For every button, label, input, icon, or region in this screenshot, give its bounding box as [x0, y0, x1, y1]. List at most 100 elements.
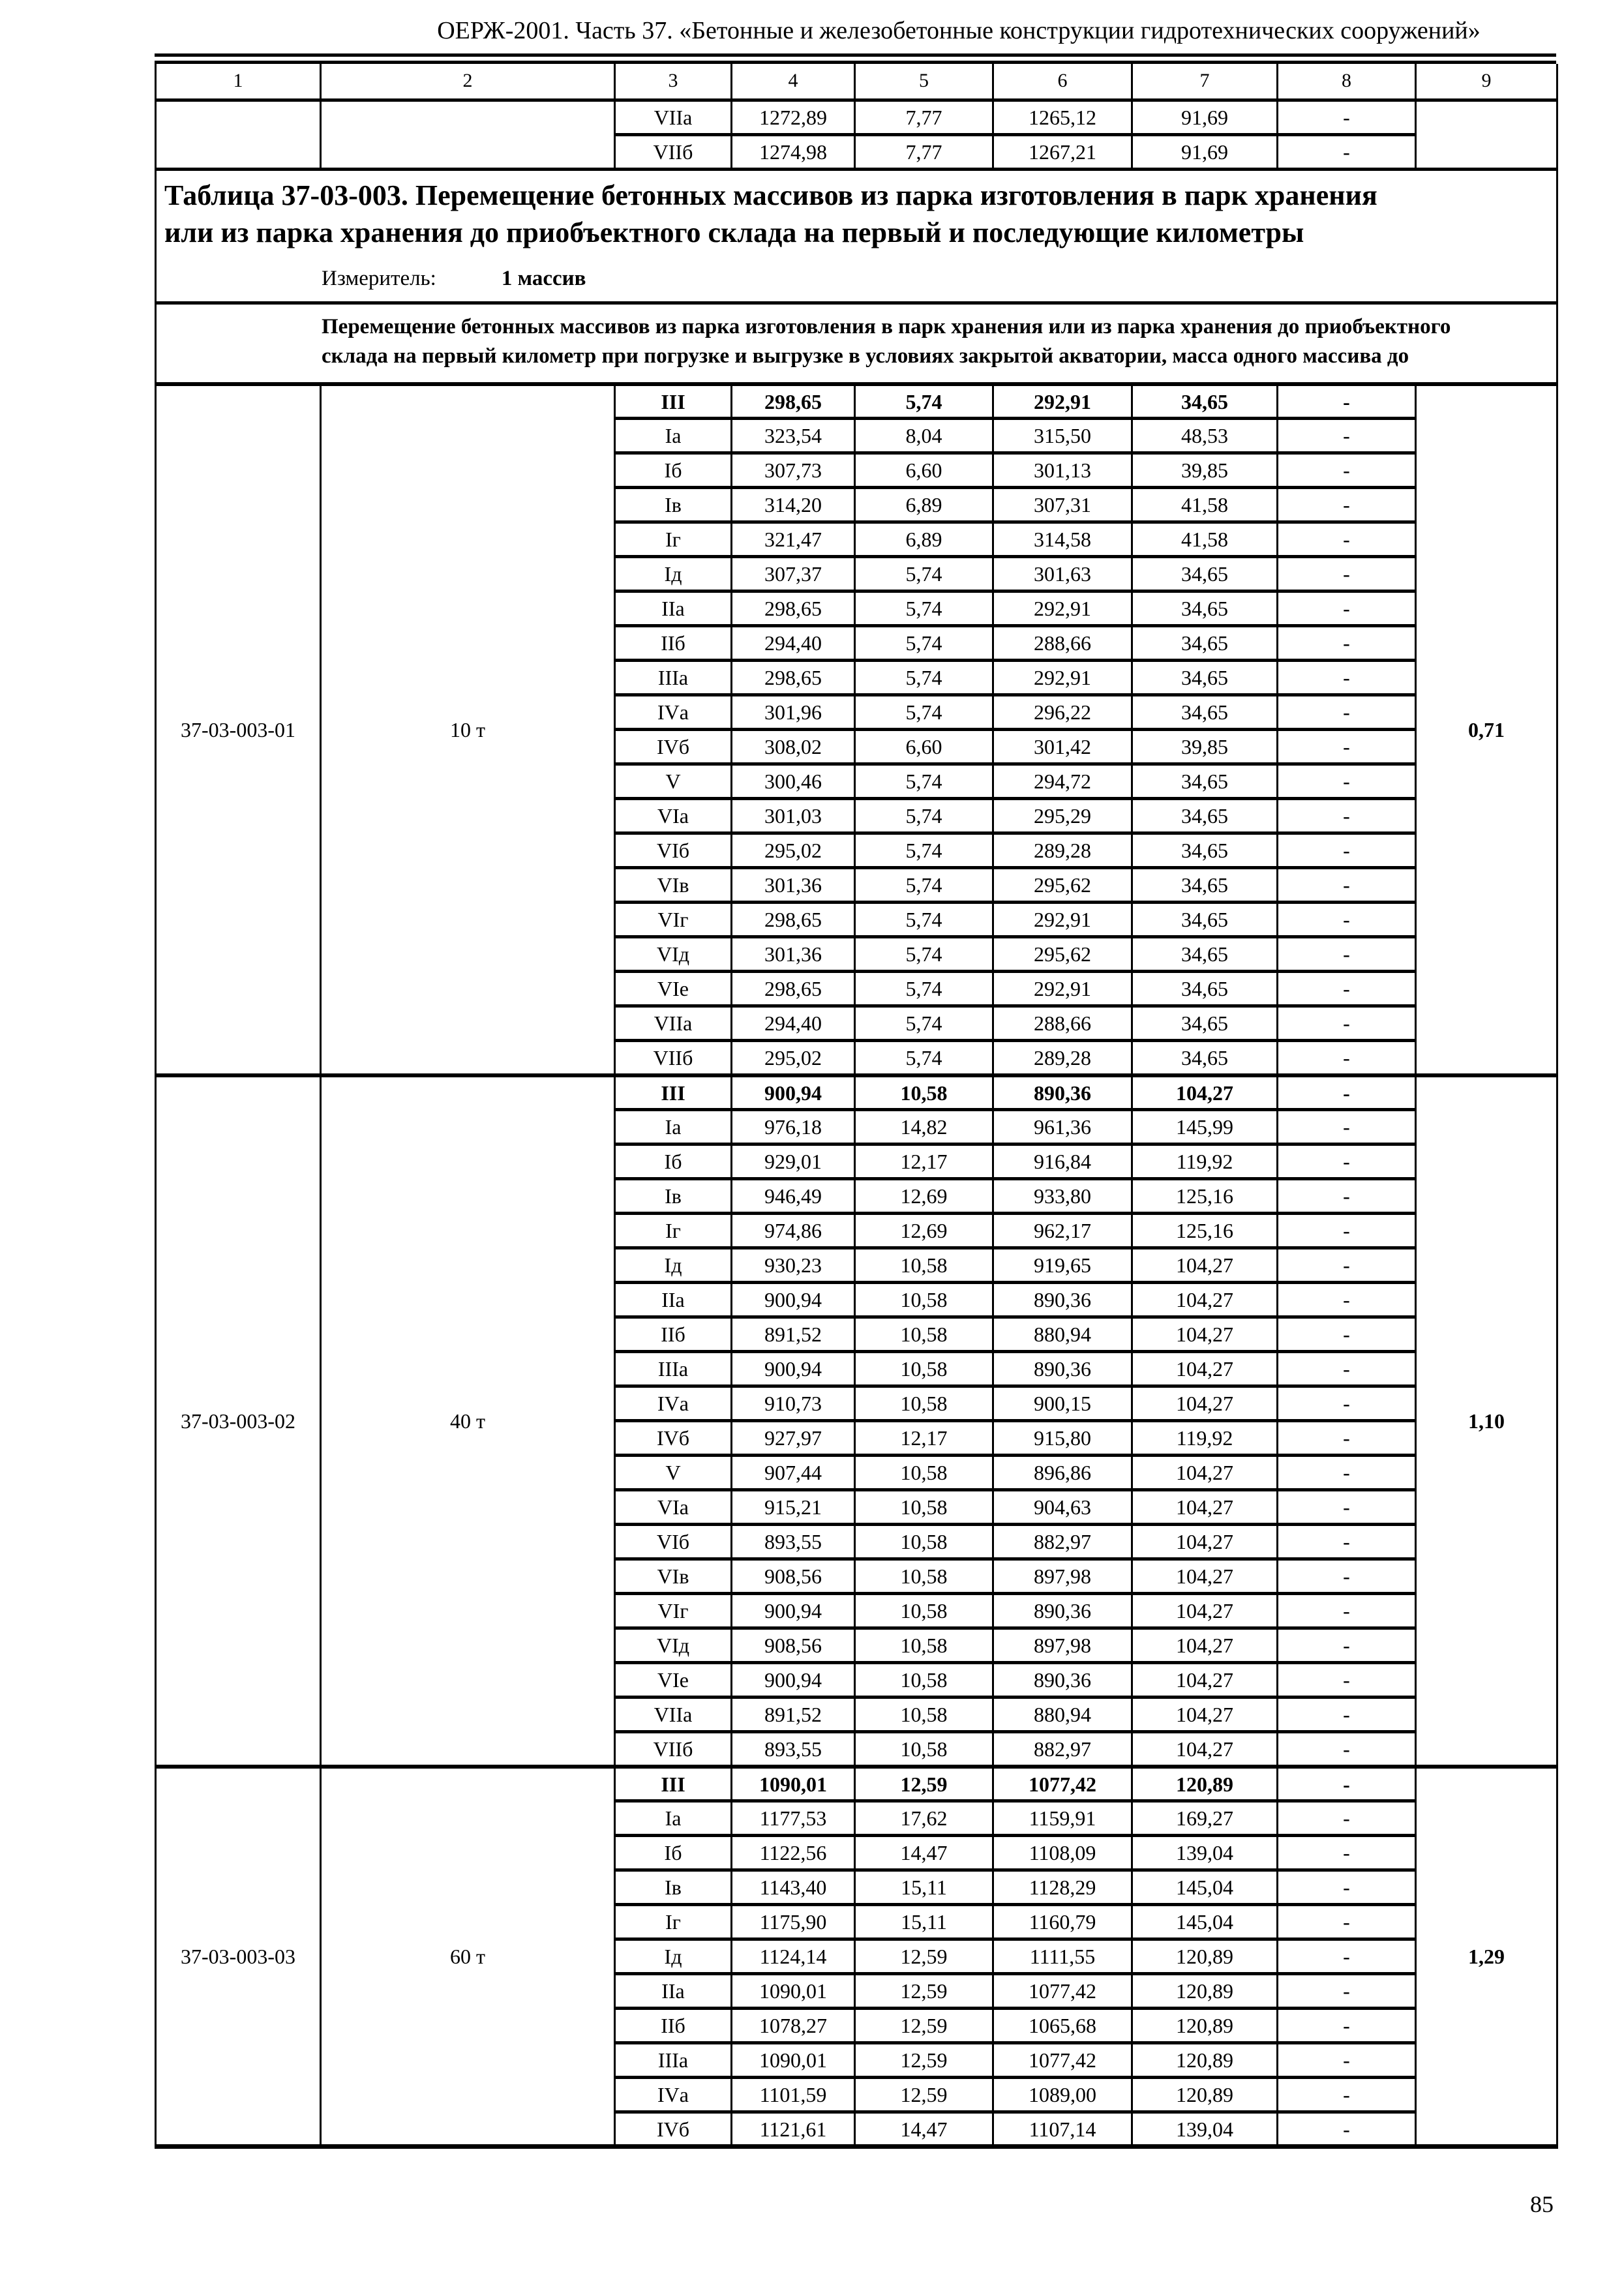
value-cell: 307,37 — [730, 556, 856, 593]
value-cell: 104,27 — [1131, 1489, 1278, 1527]
value-cell: - — [1276, 1764, 1417, 1803]
value-cell: 1077,42 — [992, 2042, 1133, 2080]
value-cell: - — [1276, 556, 1417, 593]
value-cell: 7,77 — [854, 134, 994, 172]
column-number-1: 1 — [155, 63, 322, 102]
value-cell: - — [1276, 660, 1417, 697]
value-cell: 1101,59 — [730, 2077, 856, 2114]
value-cell: 288,66 — [992, 625, 1133, 663]
value-cell: - — [1276, 1386, 1417, 1423]
value-cell: 890,36 — [992, 1073, 1133, 1112]
value-cell: 292,91 — [992, 591, 1133, 628]
value-cell: - — [1276, 1040, 1417, 1077]
value-cell: 915,21 — [730, 1489, 856, 1527]
value-cell: 104,27 — [1131, 1593, 1278, 1630]
value-cell: - — [1276, 2042, 1417, 2080]
table-title-cell: Таблица 37-03-003. Перемещение бетонных … — [155, 168, 1558, 305]
page-number: 85 — [1530, 2191, 1554, 2218]
zone-cell: IIIа — [614, 660, 732, 697]
value-cell: 12,59 — [854, 2008, 994, 2045]
measurer-line: Измеритель: 1 массив — [164, 267, 1548, 291]
value-cell: 104,27 — [1131, 1559, 1278, 1596]
value-cell: - — [1276, 1662, 1417, 1699]
empty-code-cell — [155, 100, 322, 170]
zone-cell: Iг — [614, 522, 732, 559]
table-row: IIа 298,65 5,74 292,91 34,65- — [156, 591, 1557, 628]
zone-cell: VIв — [614, 1559, 732, 1596]
value-cell: 34,65 — [1131, 764, 1278, 801]
value-cell: 6,60 — [854, 453, 994, 490]
mass-cell: 40 т — [320, 1073, 616, 1767]
zone-cell: IIб — [614, 2008, 732, 2045]
value-cell: 890,36 — [992, 1662, 1133, 1699]
value-cell: 12,59 — [854, 1973, 994, 2011]
value-cell: 308,02 — [730, 729, 856, 766]
zone-cell: VIIб — [614, 134, 732, 172]
value-cell: 1128,29 — [992, 1870, 1133, 1907]
zone-cell: Iд — [614, 1939, 732, 1976]
value-cell: 12,59 — [854, 2042, 994, 2080]
value-cell: 10,58 — [854, 1351, 994, 1388]
value-cell: - — [1276, 625, 1417, 663]
value-cell: 125,16 — [1131, 1178, 1278, 1216]
value-cell: 1090,01 — [730, 1973, 856, 2011]
value-cell: 12,59 — [854, 2077, 994, 2114]
mass-cell: 60 т — [320, 1764, 616, 2147]
value-cell: 8,04 — [854, 418, 994, 455]
table-row: IIа 900,94 10,58 890,36 104,27- — [156, 1282, 1557, 1319]
table-row: Iд 930,23 10,58 919,65 104,27- — [156, 1248, 1557, 1285]
value-cell: 882,97 — [992, 1524, 1133, 1561]
value-cell: 104,27 — [1131, 1317, 1278, 1354]
value-cell: 120,89 — [1131, 2042, 1278, 2080]
empty-mass-cell — [320, 100, 616, 170]
zone-cell: III — [614, 382, 732, 421]
value-cell: 10,58 — [854, 1697, 994, 1734]
value-cell: 900,94 — [730, 1662, 856, 1699]
table-title-row: Таблица 37-03-003. Перемещение бетонных … — [155, 168, 1558, 305]
zone-cell: VIд — [614, 936, 732, 974]
estimate-table: 1 2 3 4 5 6 7 8 9 VIIа 1272,89 7,77 1265,12… — [155, 63, 1558, 2149]
value-cell: 34,65 — [1131, 798, 1278, 835]
value-cell: 34,65 — [1131, 625, 1278, 663]
value-cell: - — [1276, 453, 1417, 490]
value-cell: - — [1276, 2112, 1417, 2149]
value-cell: - — [1276, 1144, 1417, 1181]
value-cell: 295,02 — [730, 1040, 856, 1077]
value-cell: - — [1276, 487, 1417, 524]
value-cell: 1078,27 — [730, 2008, 856, 2045]
value-cell: - — [1276, 1109, 1417, 1146]
value-cell: 315,50 — [992, 418, 1133, 455]
zone-cell: Iг — [614, 1904, 732, 1941]
estimate-table-body: 1 2 3 4 5 6 7 8 9 VIIа 1272,89 7,77 1265,12… — [155, 63, 1558, 2149]
value-cell: 880,94 — [992, 1317, 1133, 1354]
factor-cell: 1,29 — [1415, 1764, 1558, 2147]
table-row: IIIа 1090,01 12,59 1077,42 120,89- — [156, 2042, 1557, 2080]
value-cell: 300,46 — [730, 764, 856, 801]
zone-cell: VIд — [614, 1628, 732, 1665]
value-cell: 39,85 — [1131, 453, 1278, 490]
value-cell: 5,74 — [854, 625, 994, 663]
value-cell: 104,27 — [1131, 1731, 1278, 1769]
empty-factor-cell — [1415, 100, 1558, 170]
value-cell: 34,65 — [1131, 1040, 1278, 1077]
value-cell: - — [1276, 1559, 1417, 1596]
table-row: V 907,44 10,58 896,86 104,27- — [156, 1455, 1557, 1492]
value-cell: 91,69 — [1131, 100, 1278, 137]
column-number-6: 6 — [992, 63, 1133, 102]
rate-code-cell: 37-03-003-03 — [155, 1764, 322, 2147]
value-cell: 298,65 — [730, 660, 856, 697]
table-row: V 300,46 5,74 294,72 34,65- — [156, 764, 1557, 801]
column-number-3: 3 — [614, 63, 732, 102]
value-cell: 34,65 — [1131, 660, 1278, 697]
value-cell: 930,23 — [730, 1248, 856, 1285]
value-cell: 139,04 — [1131, 2112, 1278, 2149]
value-cell: 104,27 — [1131, 1282, 1278, 1319]
value-cell: 120,89 — [1131, 2077, 1278, 2114]
table-row: VIб 295,02 5,74 289,28 34,65- — [156, 833, 1557, 870]
column-number-7: 7 — [1131, 63, 1278, 102]
value-cell: 39,85 — [1131, 729, 1278, 766]
value-cell: 5,74 — [854, 591, 994, 628]
value-cell: 1143,40 — [730, 1870, 856, 1907]
value-cell: 10,58 — [854, 1489, 994, 1527]
value-cell: 893,55 — [730, 1731, 856, 1769]
